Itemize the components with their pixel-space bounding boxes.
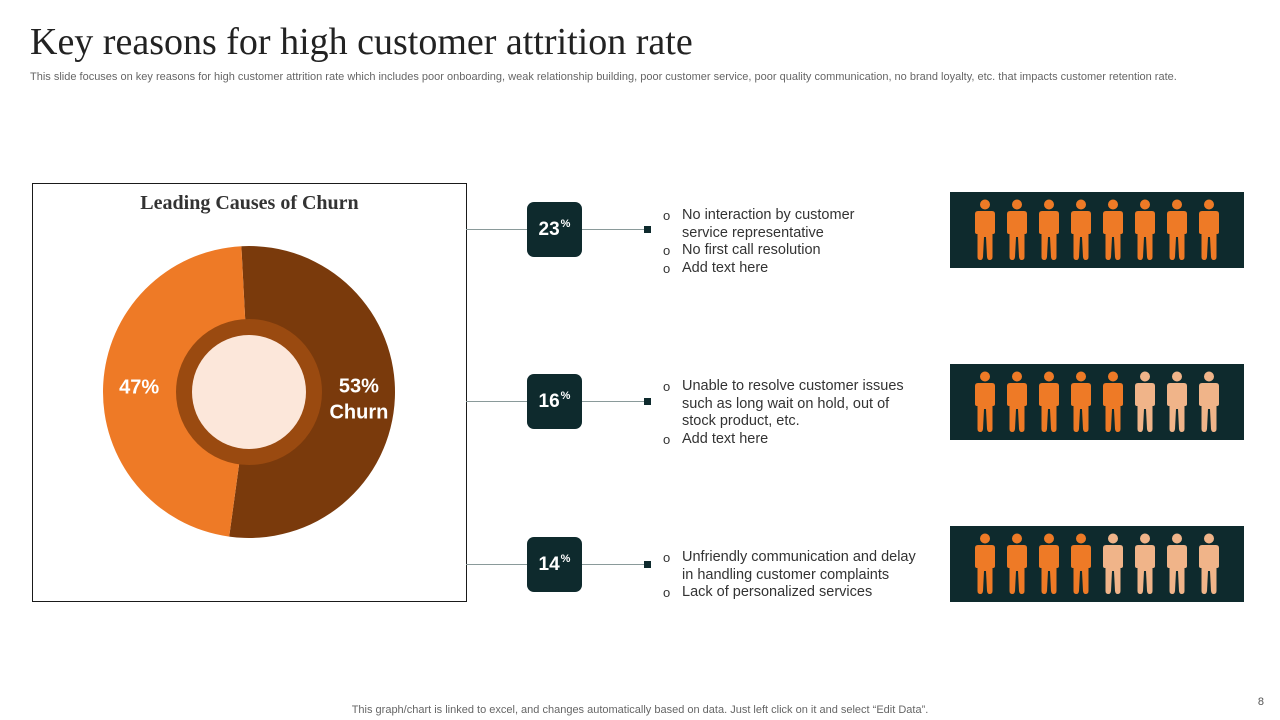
percent-badge: 16% (527, 374, 582, 429)
person-icon (1103, 371, 1123, 432)
person-icon (1167, 533, 1187, 594)
person-icon (1071, 533, 1091, 594)
other-slice[interactable] (103, 246, 250, 537)
person-icon (1039, 371, 1059, 432)
percent-badge: 14% (527, 537, 582, 592)
person-icon (975, 371, 995, 432)
person-icon (1135, 533, 1155, 594)
person-icon (1007, 371, 1027, 432)
percent-sign: % (560, 217, 571, 230)
page-number: 8 (1257, 696, 1264, 708)
connector-dot (644, 561, 651, 568)
reason-bullets: No interaction by customer service repre… (663, 207, 878, 277)
person-icon (1039, 199, 1059, 260)
person-icon (975, 199, 995, 260)
bullet-item: Unfriendly communication and delay in ha… (663, 549, 925, 584)
percent-badge: 23% (527, 202, 582, 257)
person-icon (1167, 199, 1187, 260)
donut-center (192, 335, 306, 449)
person-icon (1039, 533, 1059, 594)
person-icon (1199, 199, 1219, 260)
reason-bullets: Unfriendly communication and delay in ha… (663, 549, 925, 602)
slide-title: Key reasons for high customer attrition … (30, 21, 693, 63)
person-icon (1135, 371, 1155, 432)
person-icon (1135, 199, 1155, 260)
slice-data-label: 53% Churn (329, 376, 388, 424)
person-icon (1199, 533, 1219, 594)
bullet-item: No first call resolution (663, 242, 878, 260)
bullet-item: No interaction by customer service repre… (663, 207, 878, 242)
connector-dot (644, 398, 651, 405)
percent-value: 14 (538, 553, 560, 575)
connector-dot (644, 226, 651, 233)
person-icon (1167, 371, 1187, 432)
person-icon (1007, 533, 1027, 594)
person-icon (1103, 533, 1123, 594)
person-icon (975, 533, 995, 594)
person-icon (1199, 371, 1219, 432)
bullet-item: Add text here (663, 260, 878, 278)
bullet-item: Add text here (663, 431, 908, 449)
person-icon (1071, 371, 1091, 432)
percent-sign: % (560, 389, 571, 402)
chart-panel[interactable]: Leading Causes of Churn 53% Churn 47% (32, 183, 467, 602)
churn-donut-chart[interactable]: 53% Churn 47% (33, 184, 466, 601)
people-icons-panel (950, 192, 1244, 268)
bullet-item: Lack of personalized services (663, 584, 925, 602)
bullet-item: Unable to resolve customer issues such a… (663, 378, 908, 431)
people-icons-panel (950, 526, 1244, 602)
person-icon (1007, 199, 1027, 260)
slice-data-label: 47% (119, 376, 159, 398)
reason-bullets: Unable to resolve customer issues such a… (663, 378, 908, 448)
footer-note: This graph/chart is linked to excel, and… (351, 704, 929, 716)
person-icon (1103, 199, 1123, 260)
percent-value: 23 (538, 218, 560, 240)
slide-description: This slide focuses on key reasons for hi… (30, 71, 1177, 83)
percent-sign: % (560, 552, 571, 565)
chart-title: Leading Causes of Churn (140, 192, 359, 214)
people-icons-panel (950, 364, 1244, 440)
person-icon (1071, 199, 1091, 260)
percent-value: 16 (538, 390, 560, 412)
